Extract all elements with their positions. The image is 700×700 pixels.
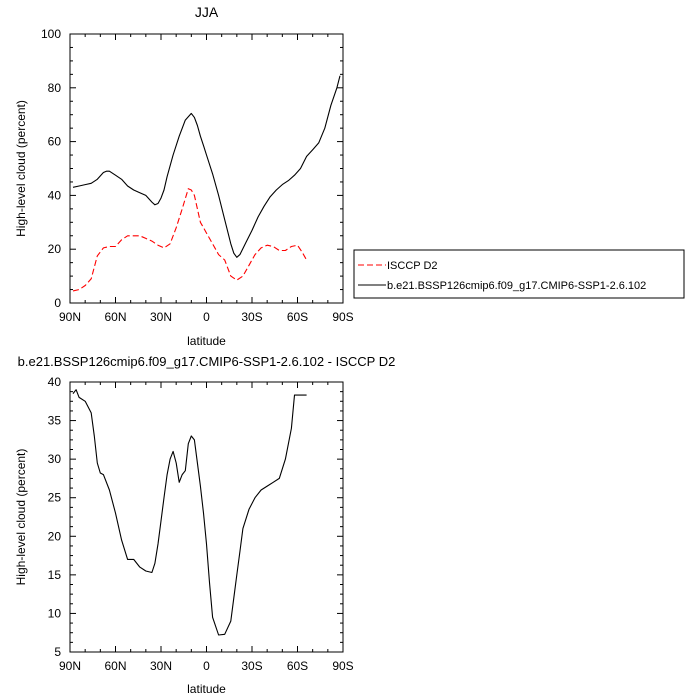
- chart1-x-tick-label: 90S: [332, 310, 353, 324]
- chart1-y-tick-label: 0: [54, 296, 61, 310]
- chart1-plot-frame: [69, 33, 344, 304]
- chart2-y-tick-label: 15: [48, 568, 62, 582]
- chart1-series-line-2: [72, 75, 341, 258]
- chart1-y-tick-label: 40: [48, 188, 62, 202]
- chart2-y-tick-label: 10: [48, 606, 62, 620]
- chart1-series-line-1: [72, 188, 308, 292]
- chart1-x-tick-label: 90N: [59, 310, 81, 324]
- chart2-x-tick-label: 90S: [332, 659, 353, 673]
- chart1-title: JJA: [195, 4, 219, 20]
- chart2-x-tick-label: 90N: [59, 659, 81, 673]
- chart2-x-tick-label: 30N: [150, 659, 172, 673]
- chart2-x-axis-label: latitude: [187, 682, 226, 696]
- chart1-x-tick-label: 30N: [150, 310, 172, 324]
- chart2-y-tick-label: 30: [48, 452, 62, 466]
- chart1-y-tick-label: 100: [41, 27, 61, 41]
- chart1-legend-label-2: b.e21.BSSP126cmip6.f09_g17.CMIP6-SSP1-2.…: [387, 280, 646, 292]
- chart2-x-tick-label: 60N: [104, 659, 126, 673]
- chart2-x-tick-label: 0: [203, 659, 210, 673]
- chart1-x-axis-label: latitude: [187, 334, 226, 348]
- chart1-legend-label-1: ISCCP D2: [387, 260, 438, 272]
- chart1-x-tick-label: 60N: [104, 310, 126, 324]
- chart1-x-tick-label: 60S: [287, 310, 308, 324]
- chart2-y-tick-label: 5: [54, 645, 61, 659]
- chart2-y-tick-label: 25: [48, 491, 62, 505]
- chart1-y-tick-label: 20: [48, 242, 62, 256]
- chart1-x-tick-label: 30S: [241, 310, 262, 324]
- chart2-plot-frame: [69, 381, 344, 653]
- chart1-y-tick-label: 80: [48, 81, 62, 95]
- chart2-y-axis-label: High-level cloud (percent): [14, 449, 28, 586]
- chart2-y-tick-label: 35: [48, 414, 62, 428]
- chart1-x-tick-label: 0: [203, 310, 210, 324]
- chart1-y-tick-label: 60: [48, 135, 62, 149]
- chart2-y-tick-label: 40: [48, 375, 62, 389]
- chart1-y-axis-label: High-level cloud (percent): [14, 100, 28, 237]
- chart2-x-tick-label: 60S: [287, 659, 308, 673]
- chart2-series-line-1: [72, 389, 307, 636]
- chart2-x-tick-label: 30S: [241, 659, 262, 673]
- chart1-legend-box: [353, 249, 685, 299]
- chart2-y-tick-label: 20: [48, 529, 62, 543]
- chart2-title: b.e21.BSSP126cmip6.f09_g17.CMIP6-SSP1-2.…: [18, 354, 396, 369]
